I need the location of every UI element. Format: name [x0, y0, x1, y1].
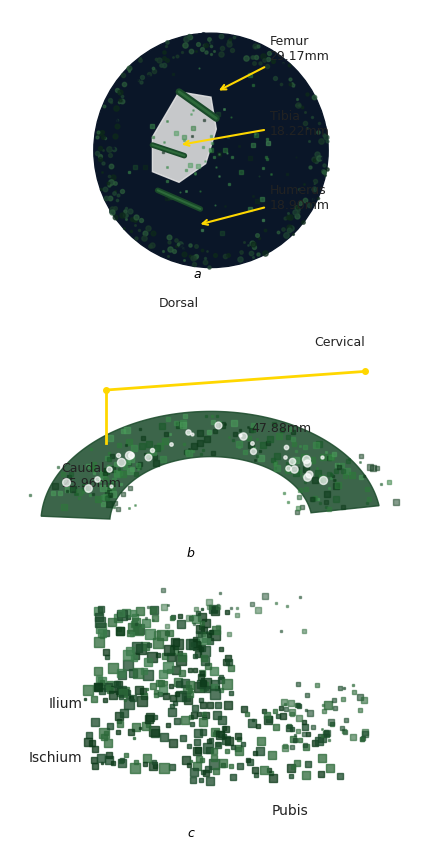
Text: Tibia
18.22mm: Tibia 18.22mm	[184, 110, 330, 145]
Text: a: a	[194, 267, 201, 281]
Text: Ilium: Ilium	[49, 697, 83, 711]
Text: c: c	[187, 827, 194, 840]
Text: b: b	[187, 548, 195, 561]
Text: Caudal
25.96mm: Caudal 25.96mm	[61, 462, 121, 490]
Text: Pubis: Pubis	[272, 804, 308, 818]
Polygon shape	[152, 92, 216, 182]
Text: Dorsal: Dorsal	[159, 298, 199, 310]
Polygon shape	[41, 411, 379, 519]
Circle shape	[94, 34, 328, 267]
Text: Ischium: Ischium	[29, 751, 82, 765]
Text: Humerus
18.90mm: Humerus 18.90mm	[203, 184, 330, 224]
Text: Femur
29.17mm: Femur 29.17mm	[221, 35, 330, 89]
Text: 47.88mm: 47.88mm	[252, 422, 311, 435]
Text: Cervical: Cervical	[314, 335, 365, 348]
